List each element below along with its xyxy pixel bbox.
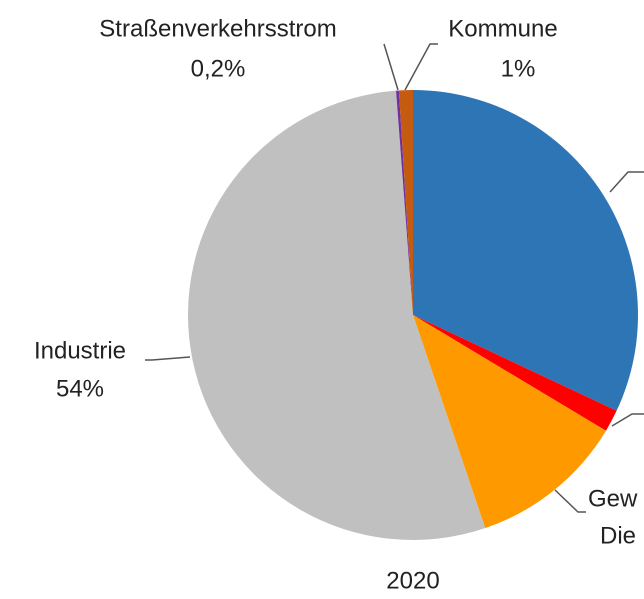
pie-slice <box>413 315 606 529</box>
slice-label: Industrie <box>34 337 126 364</box>
slice-label: Gew <box>588 485 638 512</box>
value-label: 54% <box>56 375 104 402</box>
leader-line <box>404 43 438 91</box>
slice-label: Kommune <box>448 15 557 42</box>
pie-slice <box>398 90 413 315</box>
value-label: 0,2% <box>191 55 246 82</box>
pie-slice <box>413 90 638 411</box>
leader-lines <box>145 43 644 513</box>
leader-line <box>554 489 586 513</box>
value-label: 1% <box>501 55 536 82</box>
leader-line <box>383 43 399 91</box>
pie-slice <box>413 315 617 431</box>
pie-slice <box>396 90 413 315</box>
leader-line <box>145 356 191 361</box>
leader-line <box>611 413 644 427</box>
slice-label: Straßenverkehrsstrom <box>99 15 336 42</box>
slice-label: Die <box>600 522 636 549</box>
pie-slice <box>188 90 486 540</box>
chart-subtitle: 2020 <box>386 567 439 594</box>
leader-line <box>609 171 644 193</box>
